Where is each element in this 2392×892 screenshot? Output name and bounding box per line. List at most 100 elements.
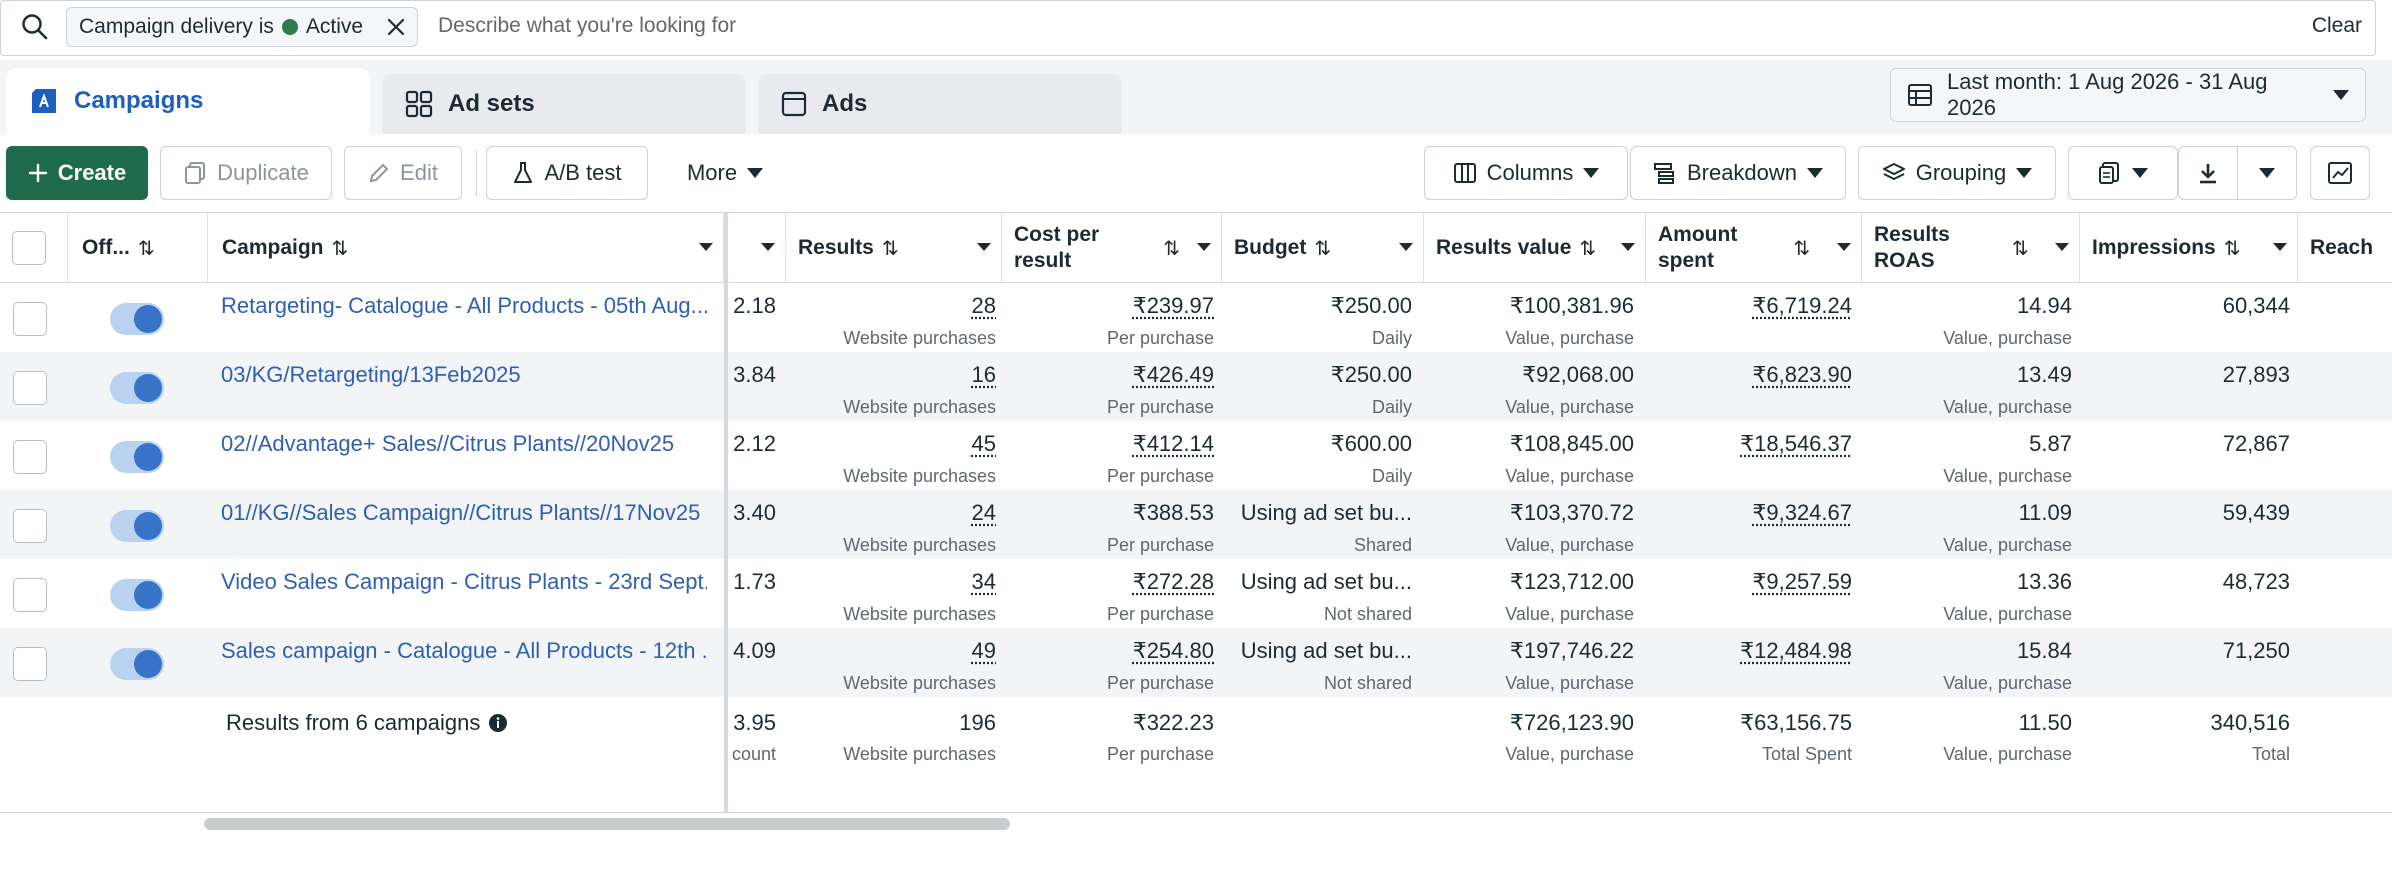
row-checkbox[interactable] bbox=[13, 647, 47, 681]
close-icon[interactable] bbox=[385, 16, 407, 38]
header-bottom-border bbox=[0, 282, 2392, 283]
roas-subtext: Value, purchase bbox=[1943, 535, 2072, 555]
horizontal-scrollbar[interactable] bbox=[204, 818, 1010, 830]
chevron-down-icon bbox=[2333, 90, 2349, 100]
header-results-value[interactable]: Results value ⇅ bbox=[1424, 213, 1646, 283]
chevron-down-icon[interactable] bbox=[761, 243, 775, 251]
info-icon[interactable] bbox=[488, 713, 508, 733]
table-row[interactable] bbox=[0, 490, 2392, 559]
amount-spent-value[interactable]: ₹9,257.59 bbox=[1752, 569, 1852, 594]
select-all-checkbox[interactable] bbox=[12, 231, 46, 265]
sort-icon[interactable]: ⇅ bbox=[2223, 237, 2241, 260]
results-value[interactable]: 34 bbox=[971, 569, 996, 594]
results-value[interactable]: 28 bbox=[971, 293, 996, 318]
totals-impressions: 340,516 bbox=[2210, 710, 2290, 735]
amount-spent-value[interactable]: ₹12,484.98 bbox=[1740, 638, 1852, 663]
cost-per-result-value[interactable]: ₹412.14 bbox=[1132, 431, 1214, 456]
duplicate-button[interactable]: Duplicate bbox=[160, 146, 332, 200]
results-value-amount: ₹197,746.22 bbox=[1509, 638, 1634, 663]
ab-test-button[interactable]: A/B test bbox=[486, 146, 648, 200]
campaign-name-link[interactable]: Retargeting- Catalogue - All Products - … bbox=[221, 293, 707, 318]
results-value[interactable]: 45 bbox=[971, 431, 996, 456]
date-range-picker[interactable]: Last month: 1 Aug 2026 - 31 Aug 2026 bbox=[1890, 68, 2366, 122]
clear-button[interactable]: Clear bbox=[2311, 14, 2362, 37]
search-icon[interactable] bbox=[20, 12, 50, 42]
header-amount-spent[interactable]: Amount spent ⇅ bbox=[1646, 213, 1862, 283]
row-checkbox[interactable] bbox=[13, 578, 47, 612]
row-checkbox[interactable] bbox=[13, 371, 47, 405]
delivery-toggle[interactable] bbox=[110, 579, 164, 611]
chevron-down-icon[interactable] bbox=[2055, 243, 2069, 251]
roas-value: 13.49 bbox=[2016, 362, 2072, 387]
frozen-column-divider[interactable] bbox=[724, 213, 728, 813]
chevron-down-icon[interactable] bbox=[1621, 243, 1635, 251]
header-cost-per-result[interactable]: Cost per result ⇅ bbox=[1002, 213, 1222, 283]
header-budget[interactable]: Budget ⇅ bbox=[1222, 213, 1424, 283]
header-reach[interactable]: Reach bbox=[2298, 213, 2392, 283]
chevron-down-icon[interactable] bbox=[2273, 243, 2287, 251]
campaign-name-link[interactable]: 01//KG//Sales Campaign//Citrus Plants//1… bbox=[221, 500, 701, 525]
cost-per-result-value[interactable]: ₹239.97 bbox=[1132, 293, 1214, 318]
create-button[interactable]: Create bbox=[6, 146, 148, 200]
cost-per-result-value[interactable]: ₹426.49 bbox=[1132, 362, 1214, 387]
table-row[interactable] bbox=[0, 628, 2392, 697]
row-checkbox[interactable] bbox=[13, 509, 47, 543]
table-row[interactable] bbox=[0, 352, 2392, 421]
sort-icon[interactable]: ⇅ bbox=[1314, 237, 1332, 260]
sort-icon[interactable]: ⇅ bbox=[2011, 237, 2029, 260]
tab-campaigns[interactable]: Campaigns bbox=[6, 68, 370, 134]
header-campaign[interactable]: Campaign ⇅ bbox=[208, 213, 724, 283]
chevron-down-icon[interactable] bbox=[1399, 243, 1413, 251]
reports-button[interactable] bbox=[2068, 146, 2178, 200]
sort-icon[interactable]: ⇅ bbox=[1163, 237, 1180, 260]
breakdown-button[interactable]: Breakdown bbox=[1630, 146, 1846, 200]
row-checkbox[interactable] bbox=[13, 302, 47, 336]
sort-icon[interactable]: ⇅ bbox=[1793, 237, 1811, 260]
campaign-name-link[interactable]: Sales campaign - Catalogue - All Product… bbox=[221, 638, 707, 663]
chevron-down-icon[interactable] bbox=[699, 243, 713, 251]
campaign-name-link[interactable]: Video Sales Campaign - Citrus Plants - 2… bbox=[221, 569, 707, 594]
cost-per-result-value[interactable]: ₹272.28 bbox=[1132, 569, 1214, 594]
chevron-down-icon[interactable] bbox=[977, 243, 991, 251]
export-button[interactable] bbox=[2178, 146, 2238, 200]
amount-spent-value[interactable]: ₹18,546.37 bbox=[1740, 431, 1852, 456]
filter-chip[interactable]: Campaign delivery is Active bbox=[66, 7, 419, 47]
delivery-toggle[interactable] bbox=[110, 648, 164, 680]
cost-per-result-value[interactable]: ₹254.80 bbox=[1132, 638, 1214, 663]
export-menu-button[interactable] bbox=[2237, 146, 2297, 200]
sort-icon[interactable]: ⇅ bbox=[1579, 237, 1597, 260]
campaign-name-link[interactable]: 02//Advantage+ Sales//Citrus Plants//20N… bbox=[221, 431, 675, 456]
columns-button[interactable]: Columns bbox=[1424, 146, 1628, 200]
grouping-button[interactable]: Grouping bbox=[1858, 146, 2056, 200]
results-value[interactable]: 16 bbox=[971, 362, 996, 387]
amount-spent-value[interactable]: ₹6,719.24 bbox=[1752, 293, 1852, 318]
results-value[interactable]: 24 bbox=[971, 500, 996, 525]
amount-spent-value[interactable]: ₹6,823.90 bbox=[1752, 362, 1852, 387]
header-off-on[interactable]: Off... ⇅ bbox=[68, 213, 208, 283]
delivery-toggle[interactable] bbox=[110, 441, 164, 473]
header-impressions[interactable]: Impressions ⇅ bbox=[2080, 213, 2298, 283]
delivery-toggle[interactable] bbox=[110, 510, 164, 542]
campaign-name-link[interactable]: 03/KG/Retargeting/13Feb2025 bbox=[221, 362, 521, 387]
sort-icon[interactable]: ⇅ bbox=[331, 237, 349, 260]
delivery-toggle[interactable] bbox=[110, 303, 164, 335]
cost-per-result-value[interactable]: ₹388.53 bbox=[1132, 500, 1214, 525]
search-input[interactable]: Describe what you're looking for bbox=[438, 14, 737, 37]
edit-button[interactable]: Edit bbox=[344, 146, 462, 200]
header-partial-column[interactable] bbox=[728, 213, 786, 283]
header-results-roas[interactable]: Results ROAS ⇅ bbox=[1862, 213, 2080, 283]
more-button[interactable]: More bbox=[670, 146, 780, 200]
charts-button[interactable] bbox=[2310, 146, 2370, 200]
delivery-toggle[interactable] bbox=[110, 372, 164, 404]
results-value[interactable]: 49 bbox=[971, 638, 996, 663]
tab-ads[interactable]: Ads bbox=[758, 74, 1122, 134]
header-results[interactable]: Results ⇅ bbox=[786, 213, 1002, 283]
sort-icon[interactable]: ⇅ bbox=[881, 237, 899, 260]
amount-spent-value[interactable]: ₹9,324.67 bbox=[1752, 500, 1852, 525]
chevron-down-icon[interactable] bbox=[1197, 243, 1211, 251]
sort-icon[interactable]: ⇅ bbox=[137, 237, 155, 260]
tab-ad-sets[interactable]: Ad sets bbox=[382, 74, 746, 134]
row-checkbox[interactable] bbox=[13, 440, 47, 474]
chevron-down-icon[interactable] bbox=[1837, 243, 1851, 251]
totals-label: Results from 6 campaigns bbox=[226, 710, 508, 736]
